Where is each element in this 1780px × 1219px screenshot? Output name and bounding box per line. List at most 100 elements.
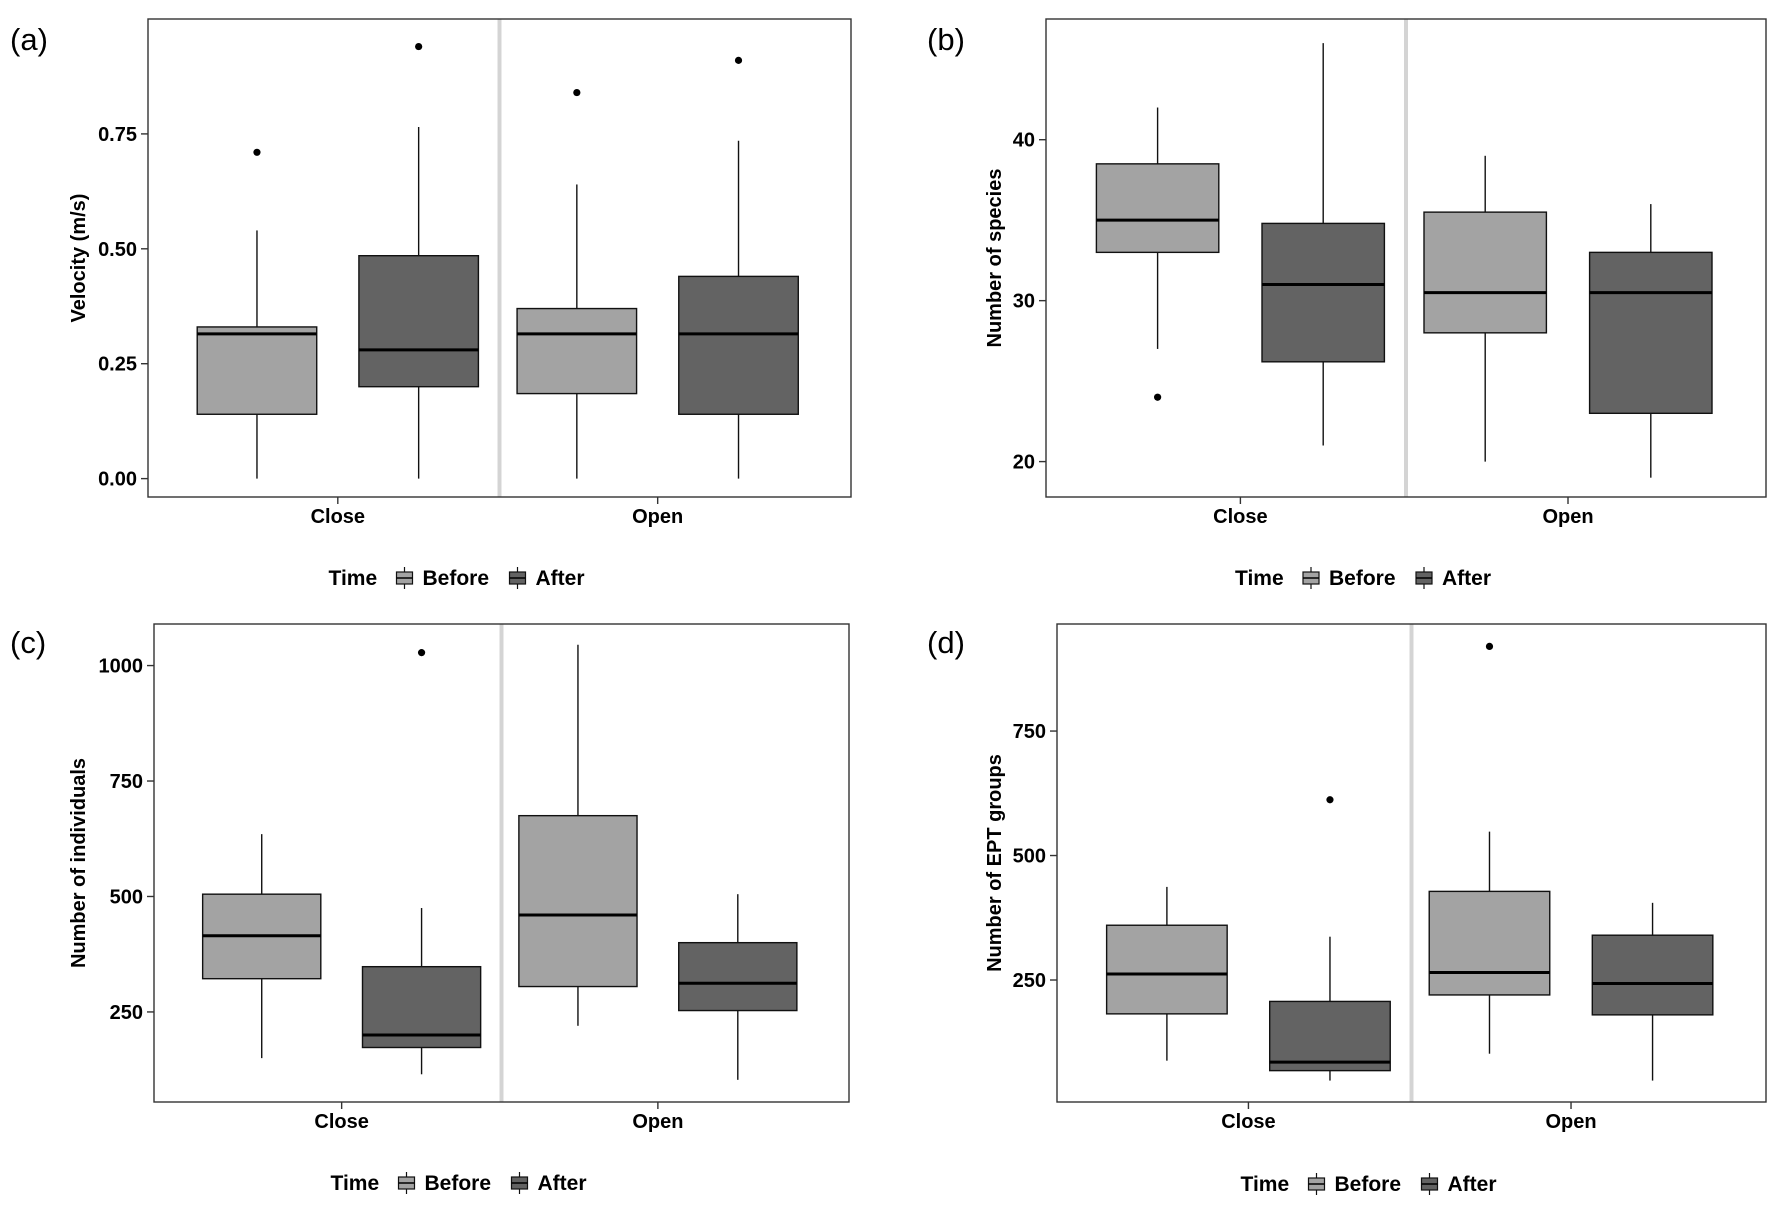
y-tick-label: 1000: [99, 656, 144, 678]
legend-key-after: [1415, 567, 1433, 589]
panel-label: (c): [10, 625, 46, 660]
outlier-point: [1326, 796, 1334, 804]
iqr-box: [196, 326, 318, 415]
y-axis-title: Number of species: [984, 169, 1006, 348]
panel-a: 0.00 0.25 0.50 0.75 Velocity (m/s) Close Open: [68, 18, 852, 528]
y-tick-label: 250: [110, 1002, 143, 1024]
x-tick-label-close: Close: [314, 1111, 368, 1133]
box-after-close: [1261, 43, 1386, 446]
outlier-point: [1154, 393, 1162, 401]
box-after-close: [1268, 796, 1391, 1081]
legend-key-after: [508, 567, 527, 589]
outlier-point: [415, 42, 423, 51]
box-before-close: [201, 834, 322, 1059]
y-tick-label: 0.25: [98, 354, 137, 376]
box-after-open: [1588, 204, 1713, 478]
panel-label: (d): [927, 625, 965, 660]
iqr-box: [1105, 924, 1228, 1015]
iqr-box: [1095, 163, 1220, 254]
legend-c: Time Before After: [331, 1172, 587, 1195]
legend-key-before: [1307, 1173, 1326, 1195]
legend-key-before: [1302, 567, 1320, 589]
iqr-box: [1423, 211, 1548, 334]
panel-label: (b): [927, 22, 965, 57]
x-tick-label-close: Close: [1221, 1111, 1275, 1133]
legend-title: Time: [1241, 1173, 1290, 1196]
iqr-box: [518, 814, 638, 988]
panel-d: 250 500 750 Number of EPT groups Close Open: [984, 623, 1767, 1133]
legend-key-after: [510, 1172, 529, 1194]
iqr-box: [1268, 1000, 1391, 1072]
outlier-point: [253, 148, 261, 156]
x-tick-label-close: Close: [311, 506, 365, 528]
iqr-box: [1591, 934, 1714, 1016]
legend-key-before: [395, 567, 414, 589]
y-tick-label: 750: [110, 771, 143, 793]
box-after-open: [678, 894, 798, 1080]
x-tick-label-open: Open: [632, 1111, 683, 1133]
y-tick-label: 0.50: [98, 239, 137, 261]
outlier-point: [1485, 642, 1494, 651]
legend-entry-before: Before: [1329, 567, 1396, 590]
iqr-box: [516, 307, 638, 395]
y-tick-label: 40: [1013, 130, 1035, 152]
y-tick-label: 0.00: [98, 469, 137, 491]
legend-entry-after: After: [538, 1172, 587, 1195]
legend-title: Time: [329, 567, 378, 590]
x-tick-label-open: Open: [632, 506, 683, 528]
box-before-open: [1428, 642, 1551, 1054]
iqr-box: [358, 255, 480, 388]
y-tick-label: 20: [1013, 452, 1035, 474]
y-tick-label: 500: [1013, 846, 1046, 868]
box-before-open: [1423, 155, 1548, 462]
iqr-box: [678, 941, 798, 1012]
outlier-point: [417, 649, 426, 657]
outlier-point: [734, 56, 743, 64]
legend-entry-after: After: [1448, 1173, 1497, 1196]
legend-entry-before: Before: [1335, 1173, 1402, 1196]
legend-entry-after: After: [1442, 567, 1491, 590]
y-tick-label: 750: [1013, 721, 1046, 743]
box-after-open: [678, 56, 799, 479]
legend-key-after: [1420, 1173, 1439, 1195]
outlier-point: [573, 88, 581, 97]
iqr-box: [1261, 222, 1386, 363]
plot-frame: [147, 18, 852, 498]
y-tick-label: 250: [1013, 970, 1046, 992]
plot-frame: [1045, 18, 1767, 498]
x-tick-label-close: Close: [1213, 506, 1267, 528]
legend-d: Time Before After: [1241, 1173, 1497, 1196]
box-after-open: [1591, 902, 1714, 1081]
iqr-box: [1588, 251, 1713, 415]
legend-title: Time: [1235, 567, 1284, 590]
legend-title: Time: [331, 1172, 380, 1195]
iqr-box: [1428, 890, 1551, 996]
box-before-open: [518, 644, 638, 1026]
y-axis-title: Velocity (m/s): [68, 194, 90, 323]
box-before-close: [1105, 886, 1228, 1061]
legend-key-before: [397, 1172, 416, 1194]
x-tick-label-open: Open: [1542, 506, 1593, 528]
y-axis-title: Number of EPT groups: [984, 754, 1006, 972]
box-after-close: [358, 42, 480, 479]
panel-c: 250 500 750 1000 Number of individuals Close O…: [68, 623, 850, 1133]
legend-entry-before: Before: [425, 1172, 492, 1195]
legend-entry-before: Before: [423, 567, 490, 590]
y-tick-label: 30: [1013, 291, 1035, 313]
box-after-close: [361, 649, 482, 1075]
iqr-box: [678, 275, 799, 415]
x-tick-label-open: Open: [1545, 1111, 1596, 1133]
legend-b: Time Before After: [1235, 567, 1491, 590]
plot-frame: [1056, 623, 1767, 1103]
y-tick-label: 0.75: [98, 124, 137, 146]
panel-label: (a): [10, 22, 48, 57]
y-axis-title: Number of individuals: [68, 758, 90, 968]
legend-entry-after: After: [536, 567, 585, 590]
box-before-open: [516, 88, 638, 479]
legend-a: Time Before After: [329, 567, 585, 590]
y-tick-label: 500: [110, 886, 143, 908]
box-before-close: [196, 148, 318, 479]
plot-frame: [153, 623, 850, 1103]
panel-b: 20 30 40 Number of species Close Open: [984, 18, 1767, 528]
